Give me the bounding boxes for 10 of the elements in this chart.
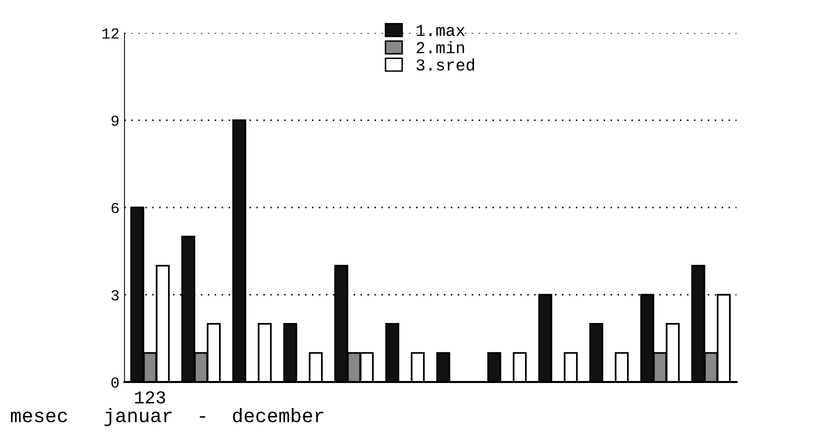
y-tick-label: 12 (102, 28, 119, 39)
text: 123 (135, 391, 166, 404)
legend-label: 1.max (416, 24, 465, 36)
y-tick-label: 9 (112, 116, 119, 126)
legend-label: 2.min (416, 41, 464, 54)
x-axis-title: mesec januar - december (10, 408, 324, 426)
legend-label: 3.sred (416, 58, 474, 71)
y-tick-label: 6 (112, 202, 119, 214)
y-tick-label: 0 (111, 377, 119, 388)
y-tick-label: 3 (111, 290, 119, 300)
